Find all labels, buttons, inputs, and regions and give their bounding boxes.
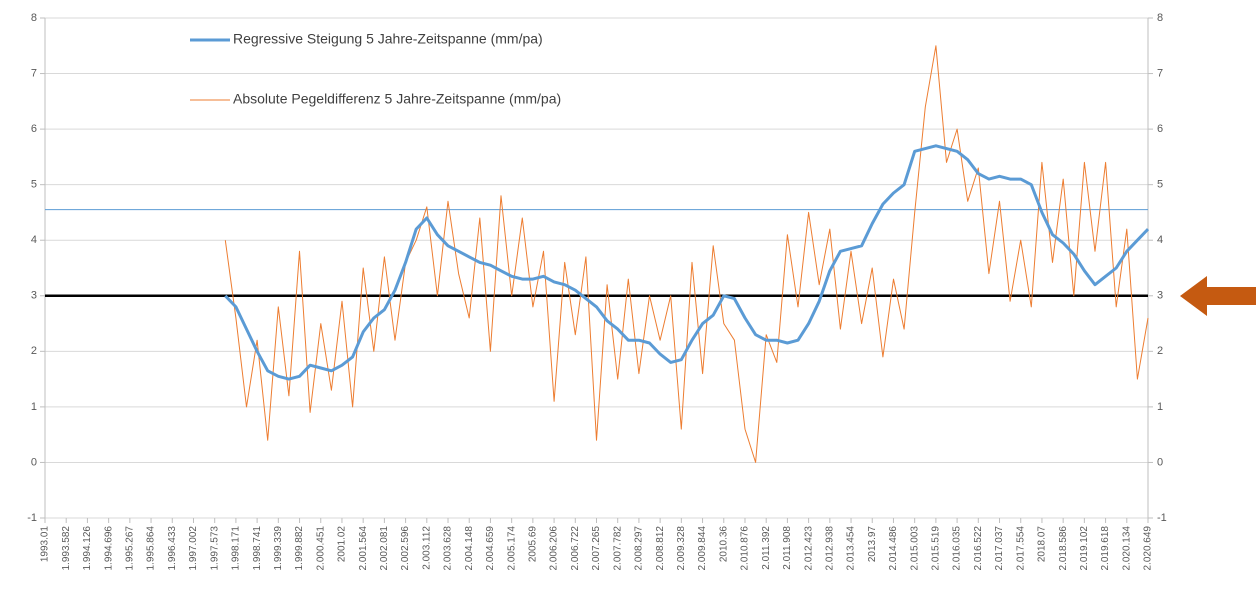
x-tick-label: 2.019.618: [1100, 526, 1111, 571]
x-tick-label: 2.008.812: [655, 526, 666, 571]
x-tick-label: 2.003.628: [443, 526, 454, 571]
x-tick-label: 2.002.081: [379, 526, 390, 571]
y-tick-label: 5: [31, 179, 37, 191]
y-tick-label: 6: [31, 123, 37, 135]
legend-label: Absolute Pegeldifferenz 5 Jahre-Zeitspan…: [233, 91, 561, 107]
x-tick-label: 2.015.003: [909, 526, 920, 571]
x-tick-label: 2.000.451: [315, 526, 326, 571]
x-tick-label: 2010.36: [718, 526, 729, 563]
x-tick-label: 2.017.554: [1015, 526, 1026, 571]
x-tick-label: 2.009.844: [697, 526, 708, 571]
x-tick-label: 1.995.864: [146, 526, 157, 571]
x-tick-label: 1.993.582: [61, 526, 72, 571]
x-tick-label: 2.001.564: [358, 526, 369, 571]
x-tick-label: 1.996.433: [167, 526, 178, 571]
legend-label: Regressive Steigung 5 Jahre-Zeitspanne (…: [233, 31, 543, 47]
x-tick-label: 2.004.148: [464, 526, 475, 571]
x-tick-label: 1.999.882: [294, 526, 305, 571]
y-tick-label: 4: [31, 234, 37, 246]
y-tick-label: 1: [31, 401, 37, 413]
x-tick-label: 2.013.454: [846, 526, 857, 571]
x-tick-label: 1.998.171: [231, 526, 242, 571]
x-tick-label: 1.994.696: [103, 526, 114, 571]
x-tick-label: 2.007.782: [612, 526, 623, 571]
x-tick-label: 2.009.328: [676, 526, 687, 571]
x-tick-label: 2.018.586: [1058, 526, 1069, 571]
x-tick-label: 2.004.659: [485, 526, 496, 571]
y-tick-label: -1: [27, 512, 37, 524]
x-tick-label: 2.002.596: [400, 526, 411, 571]
x-tick-label: 2013.97: [867, 526, 878, 563]
y2-tick-label: 2: [1157, 345, 1163, 357]
y-tick-label: 3: [31, 290, 37, 302]
series-line: [224, 45, 1149, 463]
x-tick-label: 2.012.938: [824, 526, 835, 571]
x-tick-label: 2.016.522: [973, 526, 984, 571]
x-tick-label: 2.019.102: [1079, 526, 1090, 571]
y2-tick-label: 3: [1157, 290, 1163, 302]
x-tick-label: 2.017.037: [994, 526, 1005, 571]
x-tick-label: 1.995.267: [124, 526, 135, 571]
y2-tick-label: 4: [1157, 234, 1163, 246]
x-tick-label: 2.012.423: [803, 526, 814, 571]
y-tick-label: 0: [31, 456, 37, 468]
pointer-arrow: [1180, 276, 1256, 316]
y2-tick-label: 5: [1157, 179, 1163, 191]
x-tick-label: 1.998.741: [252, 526, 263, 571]
x-tick-label: 2.005.174: [506, 526, 517, 571]
x-tick-label: 2.020.134: [1121, 526, 1132, 571]
x-tick-label: 2.006.722: [570, 526, 581, 571]
x-tick-label: 2.006.206: [549, 526, 560, 571]
x-tick-label: 1.994.126: [82, 526, 93, 571]
x-tick-label: 2018.07: [1037, 526, 1048, 563]
y-tick-label: 7: [31, 67, 37, 79]
x-tick-label: 1.997.002: [188, 526, 199, 571]
x-tick-label: 1993.01: [40, 526, 51, 563]
x-tick-label: 2.015.519: [931, 526, 942, 571]
x-tick-label: 2.011.392: [761, 526, 772, 570]
y2-tick-label: 7: [1157, 67, 1163, 79]
y2-tick-label: 8: [1157, 12, 1163, 24]
x-tick-label: 2.016.035: [952, 526, 963, 571]
y-tick-label: 2: [31, 345, 37, 357]
y2-tick-label: 1: [1157, 401, 1163, 413]
series-line: [224, 144, 1150, 381]
x-tick-label: 2001.02: [337, 526, 348, 563]
x-tick-label: 2.014.486: [888, 526, 899, 571]
x-tick-label: 1.999.339: [273, 526, 284, 571]
x-tick-label: 2.003.112: [421, 526, 432, 570]
y2-tick-label: 6: [1157, 123, 1163, 135]
x-tick-label: 2.010.876: [740, 526, 751, 571]
y2-tick-label: 0: [1157, 456, 1163, 468]
y-tick-label: 8: [31, 12, 37, 24]
x-tick-label: 2.008.297: [634, 526, 645, 571]
y2-tick-label: -1: [1157, 512, 1167, 524]
x-tick-label: 1.997.573: [209, 526, 220, 571]
x-tick-label: 2.011.908: [782, 526, 793, 570]
x-tick-label: 2.020.649: [1143, 526, 1154, 571]
x-tick-label: 2005.69: [528, 526, 539, 563]
x-tick-label: 2.007.265: [591, 526, 602, 571]
